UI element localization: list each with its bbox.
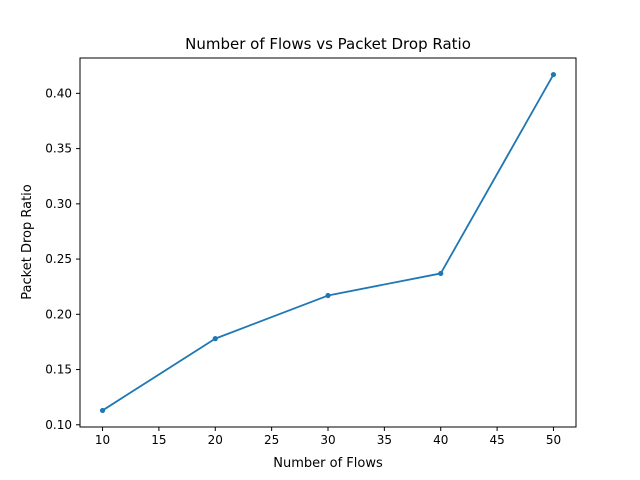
x-tick-label: 40 [433,433,448,447]
data-point [438,270,444,277]
x-tick-label: 20 [208,433,223,447]
x-tick-label: 45 [489,433,504,447]
y-tick-label: 0.20 [45,307,72,321]
y-axis: 0.10 0.15 0.20 0.25 0.30 0.35 0.40 [45,86,80,432]
x-tick-label: 30 [320,433,335,447]
x-tick-label: 15 [151,433,166,447]
y-tick-label: 0.30 [45,197,72,211]
y-tick-label: 0.10 [45,418,72,432]
y-tick-label: 0.25 [45,252,72,266]
data-point [212,336,218,342]
data-point [325,292,331,299]
y-axis-label: Packet Drop Ratio [20,184,35,299]
x-tick-label: 10 [95,433,110,447]
x-tick-label: 50 [546,433,561,447]
x-axis-label: Number of Flows [273,456,383,471]
x-axis: 10 15 20 25 30 35 40 45 50 [95,427,561,447]
plot-area [99,71,557,414]
x-tick-label: 25 [264,433,279,447]
chart-title: Number of Flows vs Packet Drop Ratio [185,35,471,53]
data-point [99,407,106,414]
data-point [550,71,557,78]
y-tick-label: 0.15 [45,363,72,377]
x-tick-label: 35 [377,433,392,447]
y-tick-label: 0.35 [45,142,72,156]
y-tick-label: 0.40 [45,86,72,100]
